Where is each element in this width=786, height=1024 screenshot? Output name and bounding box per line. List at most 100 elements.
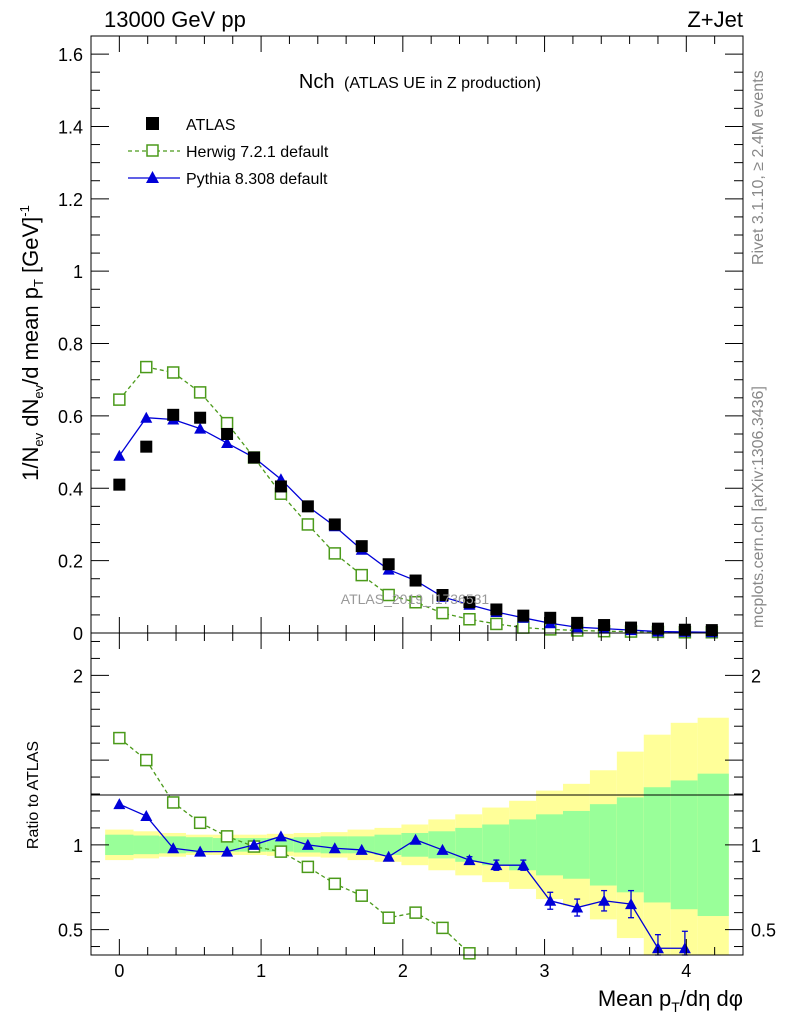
- pythia-ratio-point-5: [248, 838, 260, 850]
- x-tick-label-3: 3: [540, 961, 550, 981]
- herwig-main-point-7: [301, 518, 315, 531]
- atlas-data-point-21: [678, 623, 691, 636]
- plot-title-main: Nch: [299, 71, 335, 93]
- pythia-ratio-point-14: [490, 859, 503, 871]
- herwig-ratio-point-9: [355, 889, 368, 902]
- main-y-tick-label-8: 1.6: [58, 45, 83, 65]
- herwig-ratio-line: [118, 737, 470, 954]
- ratio-y-tick-label-left-0: 0.5: [58, 921, 83, 941]
- legend-herwig-marker: [146, 144, 159, 157]
- x-tick-label-2: 2: [398, 961, 408, 981]
- herwig-main-point-2: [166, 366, 180, 379]
- band-inner-3: [185, 837, 213, 853]
- band-inner-19: [616, 797, 644, 893]
- atlas-data-point-15: [517, 609, 530, 622]
- atlas-data-point-5: [248, 451, 260, 464]
- pythia-ratio-point-15: [517, 859, 530, 871]
- band-inner-11: [401, 832, 429, 857]
- band-inner-14: [482, 824, 510, 866]
- axis-tick-labels: 0 1 2 3 4 0 0.2 0.4 0.6 0.8 1 1.2 1.4 1.6 0.5 0.5 1 1 2 2: [58, 45, 776, 981]
- band-inner-10: [374, 834, 402, 856]
- rivet-version-label: Rivet 3.1.10, ≥ 2.4M events: [750, 70, 767, 265]
- pythia-ratio-point-8: [328, 842, 341, 854]
- main-y-tick-label-0: 0: [73, 624, 83, 644]
- atlas-data-point-8: [328, 518, 341, 531]
- herwig-main-point-8: [328, 547, 342, 560]
- herwig-ratio-point-10: [382, 911, 395, 924]
- herwig-ratio-point-2: [166, 796, 180, 809]
- ratio-y-tick-label-right-0: 0.5: [751, 921, 776, 941]
- main-y-tick-label-4: 0.8: [58, 335, 83, 355]
- pythia-ratio-point-9: [355, 843, 368, 855]
- pythia-ratio-point-2: [167, 842, 180, 854]
- herwig-main-point-12: [436, 606, 449, 620]
- atlas-data-point-2: [167, 408, 180, 421]
- pythia-main-point-4: [221, 437, 234, 449]
- x-tick-label-4: 4: [681, 961, 691, 981]
- pythia-ratio-point-21: [678, 942, 691, 954]
- band-inner-21: [670, 780, 698, 910]
- legend: ATLAS Herwig 7.2.1 default Pythia 8.308 …: [128, 117, 329, 188]
- mcplots-label: mcplots.cern.ch [arXiv:1306.3436]: [750, 386, 767, 628]
- main-y-tick-label-3: 0.6: [58, 407, 83, 427]
- pythia-ratio-line: [119, 803, 685, 949]
- legend-pythia-marker: [146, 171, 159, 183]
- atlas-data-point-10: [382, 558, 395, 571]
- herwig-main-point-14: [490, 617, 503, 631]
- atlas-data-point-0: [113, 478, 126, 491]
- pythia-ratio-point-4: [221, 845, 234, 857]
- ratio-y-axis-label: Ratio to ATLAS: [25, 741, 42, 849]
- herwig-main-point-13: [463, 613, 476, 626]
- legend-herwig-label: Herwig 7.2.1 default: [186, 144, 329, 161]
- herwig-ratio-point-8: [328, 877, 342, 891]
- ratio-y-tick-label-right-2: 2: [751, 666, 761, 686]
- plot-title-sub: (ATLAS UE in Z production): [344, 75, 541, 92]
- atlas-data-point-3: [194, 411, 207, 424]
- herwig-main-point-15: [517, 621, 530, 634]
- process-label: Z+Jet: [687, 7, 743, 32]
- band-inner-20: [643, 787, 671, 903]
- legend-atlas-label: ATLAS: [186, 117, 236, 134]
- atlas-data-point-9: [355, 540, 368, 553]
- x-axis-label: Mean pT/dη dφ: [598, 986, 743, 1015]
- band-inner-1: [133, 835, 160, 855]
- pythia-ratio-point-13: [463, 854, 476, 866]
- x-tick-label-1: 1: [256, 961, 266, 981]
- atlas-data-point-1: [140, 440, 153, 453]
- band-inner-18: [589, 804, 617, 886]
- herwig-main-point-4: [220, 416, 234, 430]
- pythia-ratio-point-0: [113, 798, 126, 810]
- pythia-ratio-point-12: [436, 843, 449, 855]
- herwig-main-point-9: [355, 568, 368, 582]
- herwig-main-point-1: [140, 360, 153, 374]
- pythia-ratio-point-17: [571, 901, 584, 913]
- axis-ticks: [90, 35, 744, 955]
- herwig-ratio-point-12: [436, 921, 449, 935]
- main-y-tick-label-2: 0.4: [58, 479, 83, 499]
- band-inner-17: [562, 810, 590, 879]
- atlas-data-point-19: [625, 621, 638, 634]
- ratio-y-tick-label-right-1: 1: [751, 836, 761, 856]
- ratio-plot-series: [113, 731, 691, 960]
- atlas-data-point-12: [436, 589, 449, 602]
- ratio-y-tick-label-left-2: 2: [73, 666, 83, 686]
- herwig-ratio-point-13: [463, 947, 476, 960]
- pythia-main-point-3: [194, 422, 207, 434]
- main-y-tick-label-7: 1.4: [58, 117, 83, 137]
- atlas-data-point-14: [490, 603, 503, 616]
- atlas-data-point-4: [221, 428, 234, 440]
- pythia-ratio-point-7: [301, 838, 314, 850]
- ratio-y-tick-label-left-1: 1: [73, 836, 83, 856]
- atlas-data-point-6: [274, 480, 287, 493]
- herwig-ratio-point-6: [274, 845, 288, 858]
- herwig-ratio-point-0: [113, 731, 126, 745]
- band-inner-0: [105, 834, 134, 856]
- pythia-ratio-point-16: [544, 894, 557, 906]
- pythia-ratio-point-1: [140, 810, 153, 822]
- pythia-ratio-point-18: [598, 894, 611, 906]
- atlas-data-point-13: [463, 596, 476, 609]
- herwig-ratio-point-3: [193, 816, 207, 830]
- pythia-ratio-point-3: [194, 845, 207, 857]
- main-plot-series: [113, 360, 719, 639]
- atlas-data-point-7: [301, 500, 314, 513]
